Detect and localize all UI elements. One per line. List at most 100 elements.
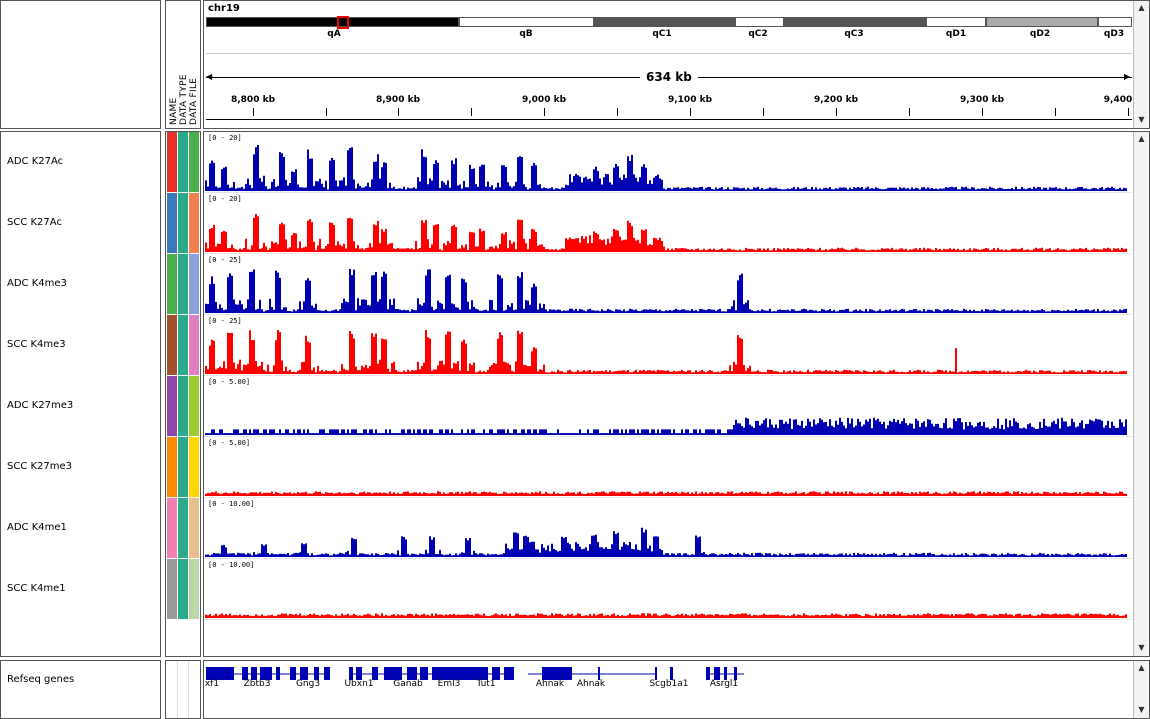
gene-label[interactable]: Ahnak (535, 679, 565, 689)
attribute-color-cell[interactable] (178, 437, 188, 497)
track-area[interactable]: [0 - 20] [0 - 20] [0 - 25] [0 - 25] [0 -… (204, 132, 1133, 656)
attribute-color-cell[interactable] (167, 559, 177, 619)
track-range: [0 - 20] (208, 134, 242, 142)
signal-track[interactable] (204, 559, 1132, 620)
attribute-color-cell[interactable] (189, 559, 199, 619)
ruler-tick (909, 108, 910, 116)
scroll-up-icon[interactable]: ▲ (1138, 3, 1145, 12)
attribute-label-data-type[interactable]: DATA TYPE (179, 74, 189, 125)
header-scrollbar[interactable]: ▲ ▼ (1133, 1, 1149, 128)
track-name[interactable]: ADC K27Ac (7, 156, 64, 167)
signal-bars (205, 613, 1127, 618)
gene-label[interactable]: Eml3 (437, 679, 461, 689)
gene-attribute-panel (165, 660, 201, 719)
attribute-color-cell[interactable] (167, 498, 177, 558)
track-range: [0 - 10.00] (208, 561, 255, 569)
attribute-color-cell[interactable] (189, 132, 199, 192)
track-name[interactable]: ADC K27me3 (7, 400, 74, 411)
scroll-up-icon[interactable]: ▲ (1138, 663, 1145, 672)
gene-label[interactable]: Ubxn1 (344, 679, 374, 689)
gene-exon (706, 667, 710, 680)
track-name[interactable]: SCC K27me3 (7, 461, 73, 472)
attribute-color-cell[interactable] (167, 376, 177, 436)
gene-track-name[interactable]: Refseq genes (7, 674, 75, 685)
band-qC3[interactable] (784, 17, 926, 27)
attribute-label-data-file[interactable]: DATA FILE (189, 77, 199, 125)
attribute-color-cell[interactable] (189, 315, 199, 375)
gene-label[interactable]: Ganab (393, 679, 423, 689)
scroll-down-icon[interactable]: ▼ (1138, 115, 1145, 124)
scroll-down-icon[interactable]: ▼ (1138, 643, 1145, 652)
gene-label[interactable]: Asrgl1 (709, 679, 739, 689)
band-qD1[interactable] (926, 17, 986, 27)
current-view-marker[interactable] (337, 16, 349, 29)
signal-track[interactable] (204, 376, 1132, 437)
attribute-color-cell[interactable] (167, 193, 177, 253)
gene-label[interactable]: Scgb1a1 (649, 679, 689, 689)
band-label: qB (519, 29, 533, 39)
header-name-panel (0, 0, 161, 129)
scroll-down-icon[interactable]: ▼ (1138, 705, 1145, 714)
signal-bars (205, 491, 1127, 496)
attribute-color-cell[interactable] (189, 376, 199, 436)
ruler-panel: chr19 qA qB qC1 qC2 qC3 qD1 qD2 qD3 ◀ ▶ … (203, 0, 1150, 129)
ruler-ticks: 8,800 kb 8,900 kb 9,000 kb 9,100 kb 9,20… (204, 77, 1134, 117)
signal-bars (205, 145, 1127, 191)
attribute-color-cell[interactable] (178, 498, 188, 558)
track-range: [0 - 10.00] (208, 500, 255, 508)
track-name[interactable]: ADC K4me3 (7, 278, 67, 289)
ruler-tick (836, 108, 837, 116)
track-name[interactable]: SCC K4me3 (7, 339, 66, 350)
gene-exon (734, 667, 737, 680)
signal-track[interactable] (204, 437, 1132, 498)
gene-exon (542, 667, 572, 680)
gene-label[interactable]: Tut1 (476, 679, 496, 689)
gene-models[interactable] (204, 661, 1133, 695)
ruler-tick (982, 108, 983, 116)
ruler-tick (398, 108, 399, 116)
attribute-color-cell[interactable] (167, 132, 177, 192)
attribute-color-cell[interactable] (178, 376, 188, 436)
scroll-up-icon[interactable]: ▲ (1138, 134, 1145, 143)
attribute-color-cell[interactable] (178, 132, 188, 192)
signal-track[interactable] (204, 132, 1132, 193)
signal-track[interactable] (204, 254, 1132, 315)
band-qD2[interactable] (986, 17, 1098, 27)
attribute-color-cell[interactable] (178, 254, 188, 314)
band-qA[interactable] (206, 17, 459, 27)
attribute-color-cell[interactable] (167, 315, 177, 375)
ruler-tick (763, 108, 764, 116)
gene-label[interactable]: xf1 (204, 679, 220, 689)
chromosome-label: chr19 (208, 3, 240, 14)
attribute-color-cell[interactable] (189, 254, 199, 314)
gene-label[interactable]: Ahnak (576, 679, 606, 689)
attribute-color-cell[interactable] (178, 559, 188, 619)
attribute-color-cells[interactable] (166, 132, 200, 656)
gene-scrollbar[interactable]: ▲ ▼ (1133, 661, 1149, 718)
attribute-label-name[interactable]: NAME (169, 97, 179, 125)
band-qD3[interactable] (1098, 17, 1132, 27)
chromosome-ideogram[interactable]: qA qB qC1 qC2 qC3 qD1 qD2 qD3 (204, 1, 1134, 41)
header-attribute-panel: NAME DATA TYPE DATA FILE (165, 0, 201, 129)
data-scrollbar[interactable]: ▲ ▼ (1133, 132, 1149, 656)
band-qB[interactable] (459, 17, 594, 27)
ruler-tick (253, 108, 254, 116)
band-qC1[interactable] (594, 17, 735, 27)
signal-track[interactable] (204, 315, 1132, 376)
attribute-color-cell[interactable] (178, 315, 188, 375)
attribute-color-cell[interactable] (178, 193, 188, 253)
band-qC2[interactable] (735, 17, 784, 27)
track-name[interactable]: ADC K4me1 (7, 522, 67, 533)
attribute-color-cell[interactable] (167, 254, 177, 314)
track-name[interactable]: SCC K4me1 (7, 583, 66, 594)
gene-label[interactable]: Gng3 (295, 679, 321, 689)
gene-label[interactable]: Zbtb3 (243, 679, 271, 689)
attribute-color-cell[interactable] (189, 437, 199, 497)
signal-track[interactable] (204, 193, 1132, 254)
track-name[interactable]: SCC K27Ac (7, 217, 62, 228)
attribute-color-cell[interactable] (167, 437, 177, 497)
attribute-color-cell[interactable] (189, 498, 199, 558)
signal-track[interactable] (204, 498, 1132, 559)
attribute-color-cell[interactable] (189, 193, 199, 253)
track-range: [0 - 5.00] (208, 439, 251, 447)
